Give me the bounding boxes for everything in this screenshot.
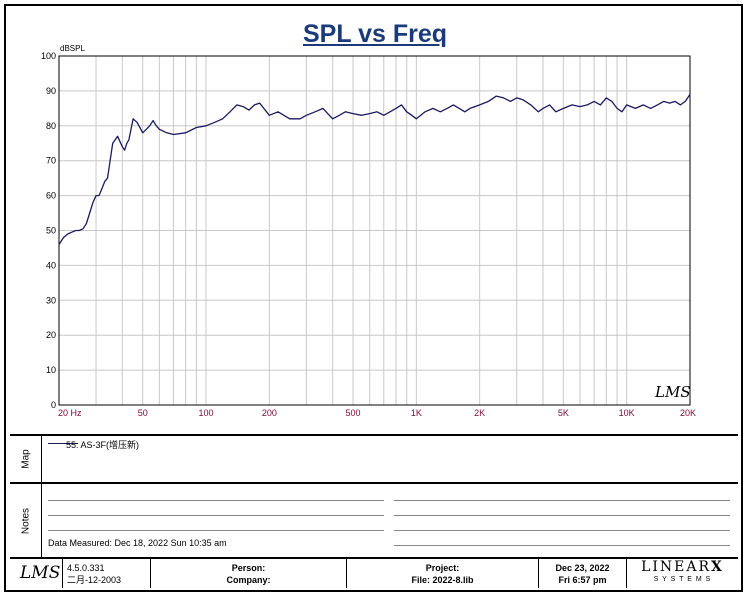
divider-notes-top bbox=[10, 482, 738, 484]
note-line bbox=[48, 515, 384, 516]
map-section-label: Map bbox=[10, 436, 42, 482]
x-tick-label: 10K bbox=[619, 408, 635, 418]
note-line bbox=[48, 530, 384, 531]
y-tick-label: 20 bbox=[46, 330, 56, 340]
x-tick-label: 100 bbox=[199, 408, 214, 418]
footer-date: Dec 23, 2022 bbox=[555, 563, 610, 573]
note-line bbox=[394, 500, 730, 501]
series-layer bbox=[58, 94, 691, 245]
footer-version-cell: 4.5.0.331 二月-12-2003 bbox=[62, 559, 150, 588]
lms-logo: LMS bbox=[20, 563, 61, 583]
y-axis-label: dBSPL bbox=[60, 44, 85, 53]
y-tick-label: 90 bbox=[46, 86, 56, 96]
note-line bbox=[394, 545, 730, 546]
chart-title: SPL vs Freq bbox=[302, 20, 448, 48]
series-line bbox=[58, 94, 691, 245]
note-line bbox=[48, 500, 384, 501]
version-date: 二月-12-2003 bbox=[67, 575, 122, 585]
notes-section-label: Notes bbox=[10, 484, 42, 557]
legend-line-swatch bbox=[48, 443, 78, 444]
footer-time: Fri 6:57 pm bbox=[558, 575, 607, 585]
y-tick-label: 0 bbox=[51, 400, 56, 410]
lms-watermark: LMS bbox=[654, 383, 691, 401]
notes-label-text: Notes bbox=[20, 507, 31, 534]
file-label: File: 2022-8.lib bbox=[411, 575, 474, 585]
y-tick-label: 60 bbox=[46, 191, 56, 201]
y-tick-labels: 0 10 20 30 40 50 60 70 80 90 100 bbox=[41, 51, 56, 410]
linearx-logo: LINEARX bbox=[627, 560, 738, 575]
y-tick-label: 70 bbox=[46, 156, 56, 166]
footer-brand-cell: LINEARX S Y S T E M S bbox=[626, 559, 738, 588]
y-tick-label: 100 bbox=[41, 51, 56, 61]
x-tick-label: 2K bbox=[474, 408, 485, 418]
note-line bbox=[394, 515, 730, 516]
x-tick-label: 1K bbox=[411, 408, 422, 418]
footer-logo-cell: LMS bbox=[10, 559, 62, 588]
x-tick-labels: 20 Hz 50 100 200 500 1K 2K 5K 10K 20K bbox=[58, 408, 696, 418]
x-tick-label: 20K bbox=[680, 408, 696, 418]
page-frame bbox=[4, 4, 743, 592]
project-label: Project: bbox=[425, 563, 460, 573]
legend-entry: 55: AS-3F(增压新) bbox=[66, 440, 140, 450]
x-tick-label: 500 bbox=[346, 408, 361, 418]
data-measured: Data Measured: Dec 18, 2022 Sun 10:35 am bbox=[48, 538, 227, 548]
y-tick-label: 40 bbox=[46, 260, 56, 270]
footer-project-cell: Project: File: 2022-8.lib bbox=[346, 559, 538, 588]
version-number: 4.5.0.331 bbox=[67, 563, 105, 573]
note-line bbox=[394, 530, 730, 531]
company-label: Company: bbox=[226, 575, 271, 585]
x-tick-label: 200 bbox=[262, 408, 277, 418]
brand-x: X bbox=[711, 559, 724, 575]
y-tick-label: 50 bbox=[46, 226, 56, 236]
plot-border bbox=[58, 55, 691, 406]
x-tick-label: 50 bbox=[138, 408, 148, 418]
x-tick-label: 5K bbox=[558, 408, 569, 418]
brand-sub: S Y S T E M S bbox=[653, 576, 712, 583]
footer-person-cell: Person: Company: bbox=[150, 559, 346, 588]
brand-main: LINEAR bbox=[641, 559, 712, 575]
footer-date-cell: Dec 23, 2022 Fri 6:57 pm bbox=[538, 559, 626, 588]
y-tick-label: 10 bbox=[46, 365, 56, 375]
divider-map-top bbox=[10, 434, 738, 436]
person-label: Person: bbox=[231, 563, 266, 573]
grid bbox=[58, 55, 691, 406]
y-tick-label: 30 bbox=[46, 295, 56, 305]
divider-footer-top bbox=[10, 557, 738, 559]
x-tick-label: 20 Hz bbox=[58, 408, 82, 418]
y-tick-label: 80 bbox=[46, 121, 56, 131]
map-label-text: Map bbox=[20, 449, 31, 469]
